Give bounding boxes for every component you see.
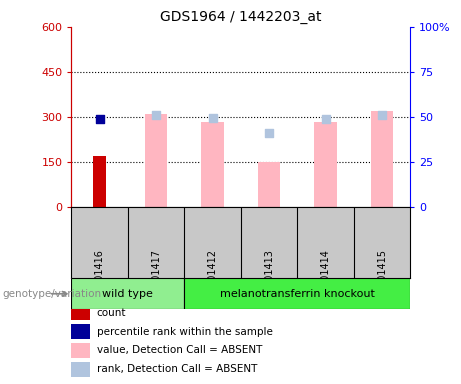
Bar (371, 111, 393, 207)
Text: melanotransferrin knockout: melanotransferrin knockout (220, 289, 375, 299)
Bar (71, 343, 90, 358)
Text: percentile rank within the sample: percentile rank within the sample (97, 326, 273, 337)
Bar (145, 114, 167, 207)
Text: rank, Detection Call = ABSENT: rank, Detection Call = ABSENT (97, 364, 257, 374)
Bar (71, 305, 90, 320)
Bar (71, 362, 90, 376)
Bar (71, 278, 184, 309)
Bar (93, 156, 106, 207)
Point (322, 116, 329, 122)
Point (378, 112, 386, 118)
Title: GDS1964 / 1442203_at: GDS1964 / 1442203_at (160, 10, 322, 25)
Point (209, 115, 216, 121)
Bar (314, 122, 337, 207)
Text: count: count (97, 308, 126, 318)
Point (153, 112, 160, 118)
Bar (258, 162, 280, 207)
Bar (184, 278, 410, 309)
Text: value, Detection Call = ABSENT: value, Detection Call = ABSENT (97, 345, 262, 355)
Bar (201, 122, 224, 207)
Text: genotype/variation: genotype/variation (2, 289, 101, 299)
Point (96, 116, 103, 122)
Bar (71, 324, 90, 339)
Text: wild type: wild type (102, 289, 154, 299)
Point (266, 130, 273, 136)
